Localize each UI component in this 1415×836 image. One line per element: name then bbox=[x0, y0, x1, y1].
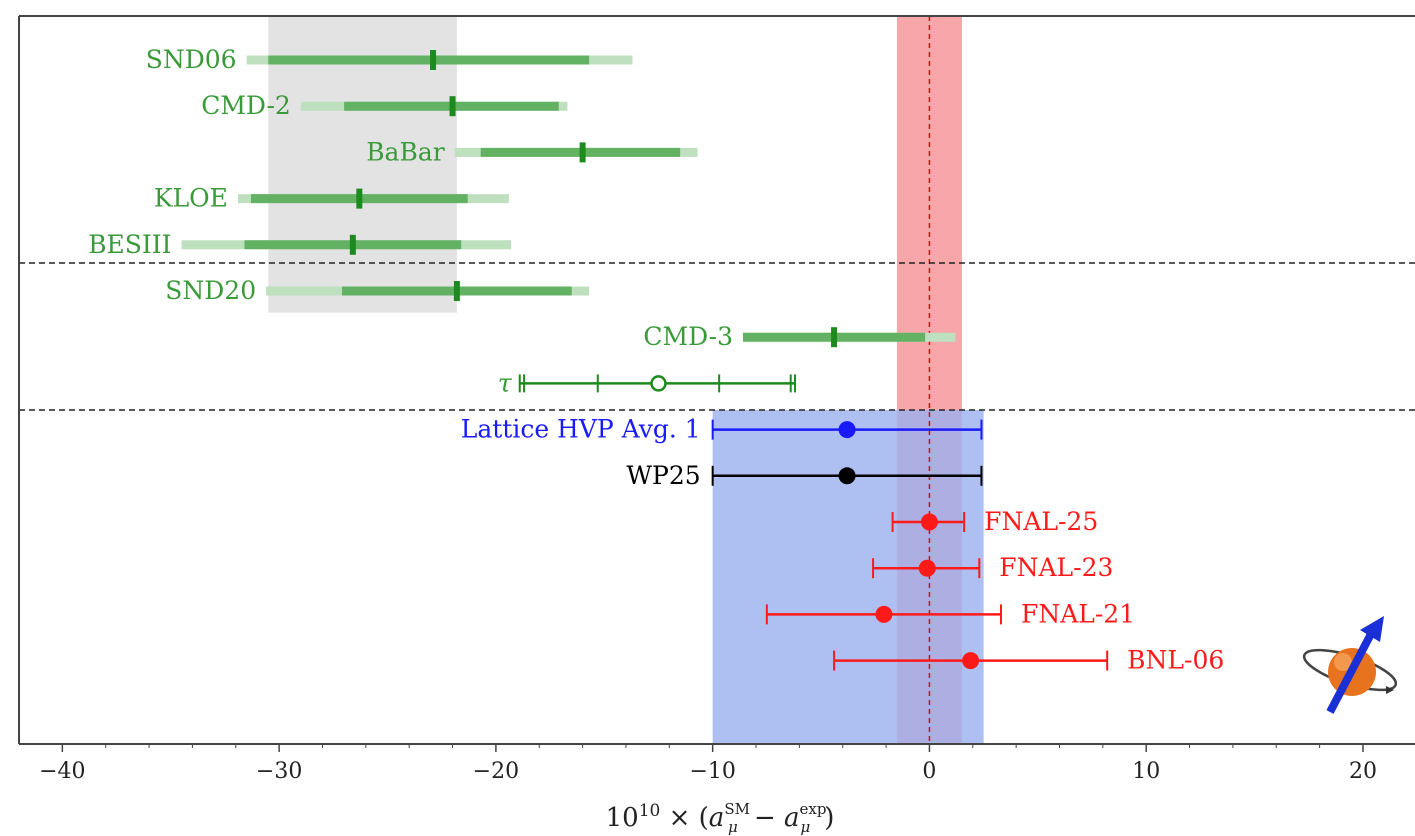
series--: τ bbox=[498, 368, 797, 397]
x-tick-label: 20 bbox=[1349, 759, 1377, 784]
spin-arrow-head bbox=[1360, 616, 1384, 642]
central-value-marker bbox=[650, 375, 667, 392]
series-label: KLOE bbox=[154, 184, 228, 213]
series-snd20: SND20 bbox=[165, 276, 590, 305]
series-label: SND20 bbox=[165, 276, 256, 305]
plot-frame bbox=[18, 15, 1415, 745]
series-label: FNAL-21 bbox=[1021, 599, 1135, 628]
band-2 bbox=[712, 410, 984, 744]
x-axis-label: 1010 × (aSM μ − aexp μ) bbox=[606, 800, 835, 836]
series-label: WP25 bbox=[626, 461, 700, 490]
series-label: BNL-06 bbox=[1127, 646, 1224, 675]
central-value-marker bbox=[430, 50, 437, 70]
series-label: BaBar bbox=[366, 137, 445, 166]
series-label: CMD-2 bbox=[201, 91, 291, 120]
series-lattice-hvp-avg-1: Lattice HVP Avg. 1 bbox=[461, 415, 983, 444]
series-label: BESIII bbox=[88, 230, 171, 259]
series-snd06: SND06 bbox=[146, 45, 633, 74]
x-tick-label: −40 bbox=[39, 759, 85, 784]
series-label: FNAL-23 bbox=[999, 553, 1113, 582]
orbit-arrow bbox=[1386, 686, 1394, 694]
chart-separators bbox=[19, 262, 1415, 411]
chart-rows: SND06 CMD-2 BaBar KLOE BESIII SND20 CMD-3 τ Latt… bbox=[88, 45, 1224, 675]
x-tick-label: 10 bbox=[1132, 759, 1160, 784]
central-value-marker bbox=[875, 605, 893, 623]
central-value-marker bbox=[579, 142, 586, 163]
spin-arrow-shaft bbox=[1326, 630, 1376, 714]
central-value-marker bbox=[838, 421, 856, 439]
series-wp25: WP25 bbox=[626, 461, 983, 490]
chart-bands bbox=[268, 16, 984, 744]
series-bnl-06: BNL-06 bbox=[833, 646, 1224, 675]
series-label: τ bbox=[498, 368, 513, 397]
central-value-marker bbox=[356, 188, 363, 209]
central-value-marker bbox=[453, 281, 460, 301]
central-value-marker bbox=[449, 96, 456, 117]
series-babar: BaBar bbox=[366, 137, 698, 166]
series-fnal-21: FNAL-21 bbox=[765, 599, 1135, 628]
series-besiii: BESIII bbox=[88, 230, 512, 259]
series-label: Lattice HVP Avg. 1 bbox=[461, 415, 701, 444]
central-value-marker bbox=[831, 327, 838, 348]
series-fnal-23: FNAL-23 bbox=[872, 553, 1113, 582]
central-value-marker bbox=[920, 513, 938, 531]
x-axis: −40 −30 −20 −10 0 10 20 bbox=[39, 744, 1377, 784]
x-tick-label: 0 bbox=[922, 759, 936, 784]
series-fnal-25: FNAL-25 bbox=[891, 507, 1098, 536]
x-tick-label: −20 bbox=[473, 759, 519, 784]
central-value-marker bbox=[838, 467, 856, 485]
muon-spin-icon bbox=[1302, 616, 1398, 714]
x-tick-label: −30 bbox=[256, 759, 302, 784]
central-value-marker bbox=[918, 559, 936, 577]
muon-highlight bbox=[1334, 653, 1352, 671]
central-value-marker bbox=[349, 234, 356, 255]
series-cmd-2: CMD-2 bbox=[201, 91, 568, 120]
series-label: SND06 bbox=[146, 45, 237, 74]
series-label: CMD-3 bbox=[643, 322, 733, 351]
x-tick-label: −10 bbox=[689, 759, 735, 784]
series-kloe: KLOE bbox=[154, 184, 509, 213]
series-label: FNAL-25 bbox=[984, 507, 1098, 536]
series-cmd-3: CMD-3 bbox=[643, 322, 956, 351]
central-value-marker bbox=[962, 652, 980, 670]
